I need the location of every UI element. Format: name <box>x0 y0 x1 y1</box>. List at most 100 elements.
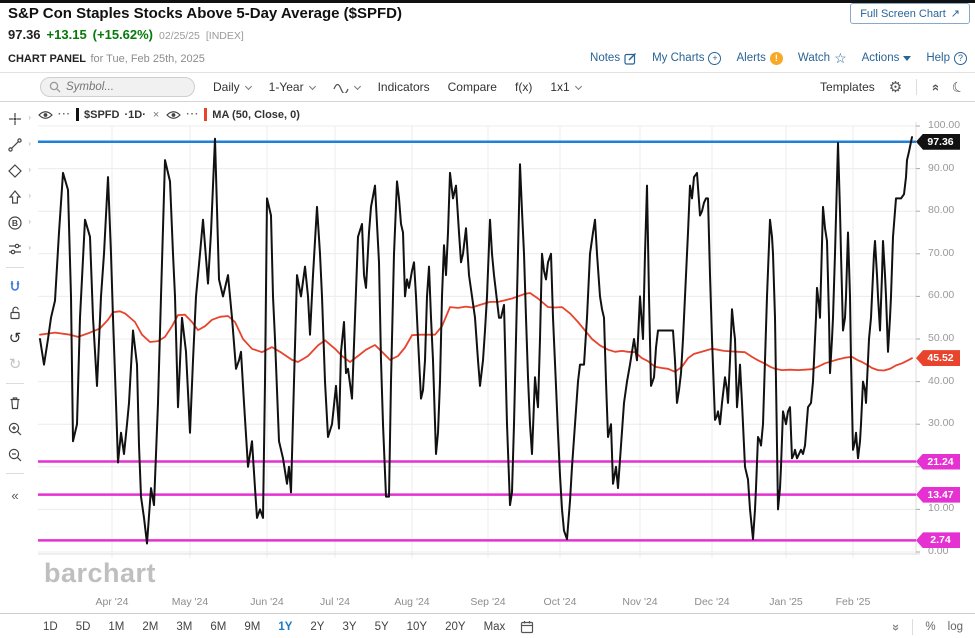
dark-mode-moon-icon[interactable]: ☾ <box>949 76 968 97</box>
trend-line-tool[interactable]: › <box>2 136 31 153</box>
calendar-icon[interactable] <box>520 620 534 634</box>
chart-type-dropdown[interactable] <box>332 81 361 93</box>
caret-down-icon <box>903 55 912 61</box>
circle-question-icon: ? <box>954 51 967 65</box>
range-button-3y[interactable]: 3Y <box>342 621 357 633</box>
range-button-1y[interactable]: 1Y <box>278 621 293 633</box>
my-charts-label: My Charts <box>652 52 705 64</box>
header: S&P Con Staples Stocks Above 5-Day Avera… <box>0 3 975 42</box>
price-change-percent: (+15.62%) <box>92 27 154 42</box>
series-spfd <box>39 136 913 545</box>
svg-text:B: B <box>12 218 18 228</box>
zoom-in-button[interactable] <box>2 420 28 437</box>
y-axis-label: 100.00 <box>928 119 961 131</box>
range-button-3m[interactable]: 3M <box>176 621 193 633</box>
range-button-20y[interactable]: 20Y <box>445 621 466 633</box>
chevrons-down-icon[interactable]: » <box>889 623 905 631</box>
frequency-dropdown[interactable]: Daily <box>213 80 252 94</box>
log-scale-toggle[interactable]: log <box>947 621 963 633</box>
range-button-6m[interactable]: 6M <box>210 621 227 633</box>
legend-ma-label: MA (50, Close, 0) <box>212 108 300 121</box>
percent-scale-toggle[interactable]: % <box>925 621 936 633</box>
expand-chevron-icon: › <box>28 217 31 226</box>
price-badge-97.36: 97.36 <box>916 133 960 150</box>
cursor-crosshair-tool[interactable]: › <box>2 110 31 127</box>
close-icon[interactable]: × <box>152 108 160 121</box>
notes-link[interactable]: Notes <box>590 52 637 65</box>
y-axis-label: 50.00 <box>928 332 955 344</box>
fibonacci-tool[interactable]: › <box>2 162 31 179</box>
chart-panel-bar: CHART PANEL for Tue, Feb 25th, 2025 Note… <box>0 44 975 73</box>
my-charts-link[interactable]: My Charts + <box>652 51 722 65</box>
help-link[interactable]: Help ? <box>926 51 967 65</box>
symbol-search-box[interactable] <box>40 77 195 97</box>
range-button-2y[interactable]: 2Y <box>310 621 325 633</box>
x-axis-label: Aug '24 <box>394 596 430 608</box>
eye-visibility-icon[interactable] <box>166 110 182 120</box>
y-axis-label: 10.00 <box>928 502 955 515</box>
indicators-button[interactable]: Indicators <box>378 80 430 94</box>
range-bar: 1D 5D 1M 2M 3M 6M 9M 1Y 2Y 3Y 5Y 10Y 20Y Max » % log <box>0 614 975 638</box>
y-axis-label: 70.00 <box>928 246 955 259</box>
alerts-link[interactable]: Alerts ! <box>736 51 783 65</box>
series-color-bar <box>76 108 79 121</box>
eye-visibility-icon[interactable] <box>38 110 53 120</box>
range-button-9m[interactable]: 9M <box>244 621 261 633</box>
range-button-5y[interactable]: 5Y <box>374 621 389 633</box>
x-axis-label: Sep '24 <box>470 596 506 608</box>
unlock-drawings-tool[interactable] <box>2 304 28 321</box>
y-axis[interactable]: 100.00 90.00 80.00 70.00 60.00 50.00 40.00 30.0… <box>916 102 975 614</box>
range-button-1m[interactable]: 1M <box>108 621 125 633</box>
compare-button[interactable]: Compare <box>448 80 497 94</box>
alert-badge-icon: ! <box>769 51 783 65</box>
plot-area[interactable] <box>30 102 920 598</box>
expand-chevron-icon: › <box>28 191 31 200</box>
alerts-label: Alerts <box>736 52 766 64</box>
range-bar-right: » % log <box>889 619 975 635</box>
series-options-dots[interactable]: ··· <box>58 109 71 120</box>
actions-link[interactable]: Actions <box>862 52 912 64</box>
range-bar-divider <box>912 619 914 635</box>
measure-sliders-tool[interactable]: › <box>2 240 31 257</box>
collapse-panel-icon[interactable]: » <box>927 83 943 91</box>
page-top-border <box>0 0 975 3</box>
ma-color-bar <box>204 108 208 121</box>
annotation-brush-tool[interactable]: B › <box>2 214 31 231</box>
fx-button[interactable]: f(x) <box>515 80 532 94</box>
range-dropdown[interactable]: 1-Year <box>269 80 316 94</box>
range-button-5d[interactable]: 5D <box>75 621 91 633</box>
x-axis[interactable]: Apr '24 May '24 Jun '24 Jul '24 Aug '24 Sep '… <box>30 594 916 614</box>
gear-icon[interactable]: ⚙ <box>888 79 903 96</box>
x-axis-label: Nov '24 <box>622 596 658 608</box>
undo-button[interactable]: ↺ <box>8 330 22 347</box>
redo-button[interactable]: ↻ <box>8 356 22 373</box>
delete-drawings-button[interactable] <box>2 394 28 411</box>
price-change: +13.15 <box>46 27 87 42</box>
chart-region: › › › › B › › ↺ ↻ « <box>0 102 975 614</box>
watch-link[interactable]: Watch ☆ <box>798 50 847 67</box>
range-button-2m[interactable]: 2M <box>142 621 159 633</box>
symbol-search-input[interactable] <box>66 81 181 93</box>
range-button-max[interactable]: Max <box>483 621 506 633</box>
full-screen-label: Full Screen Chart <box>860 7 946 20</box>
price-chart-svg <box>38 122 920 558</box>
grid-layout-dropdown[interactable]: 1x1 <box>550 80 582 94</box>
grid-layout-label: 1x1 <box>550 80 570 94</box>
chart-toolbar: Daily 1-Year Indicators Compare f(x) 1x1… <box>0 73 975 102</box>
chevron-down-icon <box>353 82 361 90</box>
search-icon <box>49 81 61 93</box>
x-axis-label: Apr '24 <box>95 596 129 608</box>
full-screen-chart-button[interactable]: Full Screen Chart ↗ <box>850 3 970 24</box>
range-button-10y[interactable]: 10Y <box>406 621 428 633</box>
rail-divider <box>6 267 24 268</box>
legend-symbol: $SPFD <box>84 108 120 121</box>
series-options-dots[interactable]: ··· <box>186 109 200 120</box>
magnet-snap-tool[interactable] <box>2 278 28 295</box>
x-axis-label: Jun '24 <box>250 596 284 608</box>
collapse-rail-icon[interactable]: « <box>11 488 19 503</box>
arrow-shape-tool[interactable]: › <box>2 188 31 205</box>
templates-button[interactable]: Templates <box>820 80 875 94</box>
header-links: Notes My Charts + Alerts ! Watch ☆ Actio… <box>590 50 967 67</box>
range-button-1d[interactable]: 1D <box>43 621 58 633</box>
zoom-out-button[interactable] <box>2 446 28 463</box>
